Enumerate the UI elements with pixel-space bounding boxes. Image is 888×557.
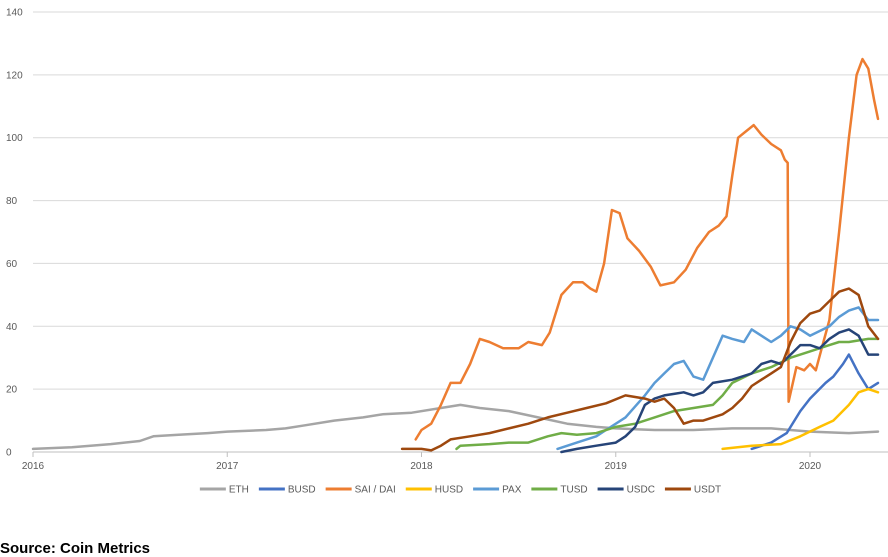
series-lines bbox=[31, 57, 880, 454]
legend-label: USDC bbox=[627, 485, 655, 496]
y-tick-label: 0 bbox=[6, 448, 12, 459]
y-tick-label: 140 bbox=[6, 8, 23, 19]
x-axis: 2016 2017 2018 2019 2020 bbox=[22, 452, 822, 472]
series-line-usdc bbox=[560, 328, 880, 454]
source-note: Source: Coin Metrics bbox=[0, 540, 151, 557]
series-line-eth bbox=[31, 403, 880, 451]
x-tick-label: 2017 bbox=[216, 461, 239, 472]
legend-label: BUSD bbox=[288, 485, 316, 496]
x-tick-label: 2020 bbox=[799, 461, 822, 472]
series-line-pax bbox=[556, 306, 880, 451]
y-tick-label: 20 bbox=[6, 385, 18, 396]
series-line-sai-dai bbox=[414, 57, 880, 441]
series-line-busd bbox=[750, 353, 880, 451]
y-axis: 0 20 40 60 80 100 120 140 bbox=[6, 8, 23, 459]
y-tick-label: 120 bbox=[6, 70, 23, 81]
series-line-husd bbox=[721, 387, 880, 451]
legend-label: USDT bbox=[694, 485, 721, 496]
legend-label: ETH bbox=[229, 485, 249, 496]
legend-label: SAI / DAI bbox=[355, 485, 396, 496]
x-tick-label: 2019 bbox=[605, 461, 628, 472]
y-tick-label: 60 bbox=[6, 259, 18, 270]
legend-label: HUSD bbox=[435, 485, 463, 496]
x-tick-label: 2016 bbox=[22, 461, 45, 472]
legend: ETH BUSD SAI / DAI HUSD PAX TUSD USDC USDT bbox=[199, 485, 721, 496]
y-tick-label: 80 bbox=[6, 196, 18, 207]
x-tick-label: 2018 bbox=[410, 461, 433, 472]
series-line-tusd bbox=[455, 337, 880, 451]
series-line-usdt bbox=[400, 287, 880, 452]
legend-label: PAX bbox=[502, 485, 522, 496]
gridlines bbox=[33, 11, 888, 453]
y-tick-label: 100 bbox=[6, 133, 23, 144]
legend-label: TUSD bbox=[560, 485, 587, 496]
y-tick-label: 40 bbox=[6, 322, 18, 333]
